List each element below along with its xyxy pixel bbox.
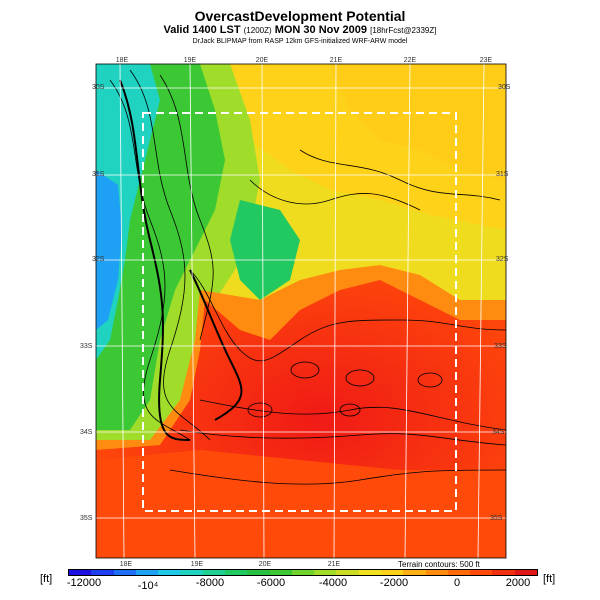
valid-date: MON 30 Nov 2009 [274,24,368,36]
model-credit: DrJack BLIPMAP from RASP 12km GFS-initia… [192,38,408,45]
field-west-blue [96,170,122,330]
lon-label: 23E [479,57,493,64]
color-swatch [336,570,359,575]
lat-label: 30S [92,84,105,91]
contour-ring [290,361,320,379]
valid-time-line: Valid 1400 LST (1200Z) MON 30 Nov 2009 [… [0,24,600,37]
color-swatch [492,570,515,575]
field-layer [96,64,506,558]
valid-time: Valid 1400 LST [163,24,241,36]
field-south-red [96,450,506,558]
color-swatch [135,570,159,575]
contour-line [109,79,191,441]
lat-label: 30S [498,84,511,91]
contour-line [189,269,506,362]
contour-line [129,69,211,441]
color-scale-tick: 0 [453,577,461,589]
contour-line [199,399,506,431]
color-scale-tick: 2000 [505,577,531,589]
contour-ring [247,402,273,418]
color-scale-tick: -6000 [256,577,286,589]
contour-ring [417,372,443,388]
lat-label: 34S [492,429,505,436]
color-scale-tick: -8000 [195,577,225,589]
field-northeast [330,64,506,180]
lat-label: 32S [496,256,509,263]
color-scale-tick: -12000 [66,577,102,589]
color-swatch [314,570,337,575]
contour-line [159,74,214,341]
lat-label: 33S [494,343,507,350]
color-swatch [470,570,493,575]
unit-label-left: [ft] [40,573,53,585]
contour-line [249,179,421,211]
color-scale-tick: -2000 [379,577,409,589]
lat-label: 31S [92,171,105,178]
color-scale-labels: -12000 -10⁴ -8000 -6000 -4000 -2000 0 20… [0,577,600,593]
color-swatch [291,570,315,575]
graticule [96,64,506,558]
lon-label: 19E [183,57,197,64]
inner-domain-box [142,112,457,512]
unit-label-right: [ft] [543,573,556,585]
lon-label: 18E [119,561,133,568]
contour-line [179,429,506,446]
lat-label: 35S [80,515,93,522]
coastline-path [119,79,191,441]
lon-label: 20E [255,57,269,64]
field-central-green [230,200,300,300]
color-swatch [380,570,404,575]
coastline-path [189,269,243,421]
color-swatch [158,570,181,575]
color-swatch [403,570,426,575]
lon-label: 18E [115,57,129,64]
color-swatch [224,570,248,575]
lon-label: 19E [190,561,204,568]
lat-label: 31S [496,171,509,178]
lon-label: 22E [403,57,417,64]
lat-label: 35S [490,515,503,522]
forecast-info: [18hrFcst@2339Z] [370,26,437,35]
lon-label: 21E [329,57,343,64]
color-scale-tick: -10⁴ [137,580,159,592]
contour-line [299,149,501,201]
lat-label: 33S [80,343,93,350]
color-swatch [514,570,537,575]
contour-ring [345,369,375,387]
color-swatch [69,570,92,575]
lon-label: 21E [327,561,341,568]
header: OvercastDevelopment Potential Valid 1400… [0,8,600,47]
color-swatch [425,570,448,575]
coastline [119,79,243,441]
contour-ring [339,403,361,417]
valid-time-utc: (1200Z) [243,26,272,35]
color-swatch [269,570,292,575]
lat-label: 32S [92,256,105,263]
color-swatch [447,570,471,575]
map-frame [95,63,507,559]
color-swatch [202,570,225,575]
color-scale-bar [68,569,538,576]
map-title: OvercastDevelopment Potential [194,8,406,24]
color-scale-tick: -4000 [318,577,348,589]
color-swatch [180,570,203,575]
terrain-contours [109,69,506,485]
lat-label: 34S [80,429,93,436]
contour-line [169,469,506,485]
color-swatch [113,570,136,575]
color-swatch [247,570,270,575]
terrain-contour-note: Terrain contours: 500 ft [398,560,480,569]
color-swatch [358,570,381,575]
color-swatch [91,570,114,575]
lon-label: 20E [258,561,272,568]
